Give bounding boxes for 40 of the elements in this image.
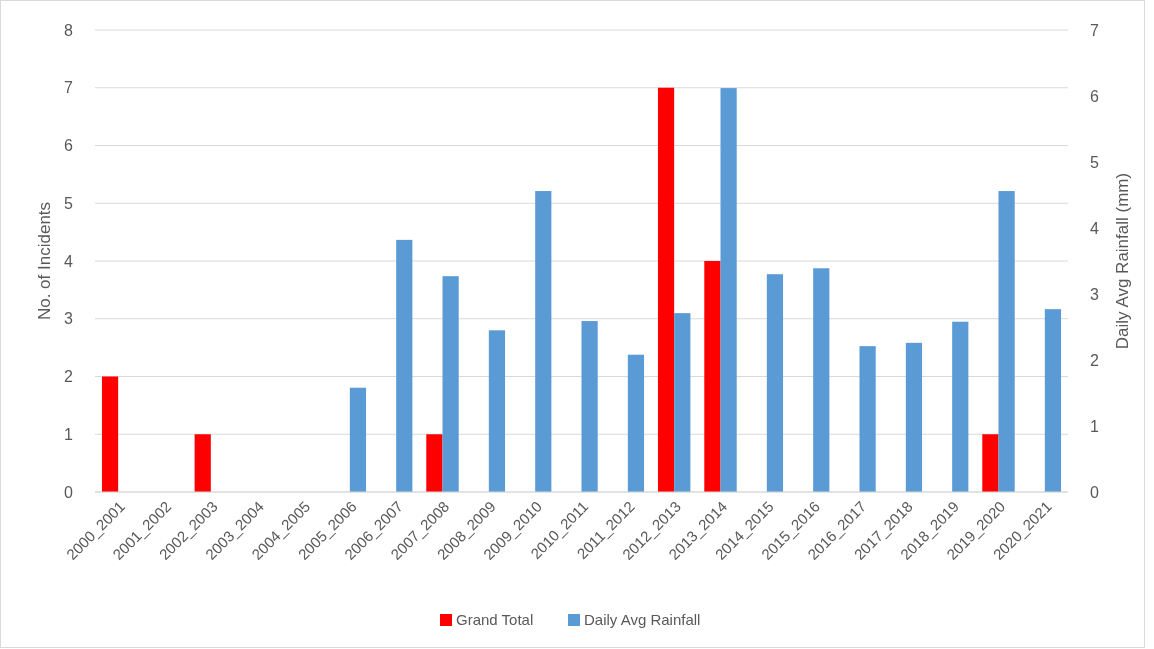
y2-tick-label: 3 xyxy=(1090,285,1099,303)
bar xyxy=(657,87,675,492)
y2-tick-label: 6 xyxy=(1090,87,1099,105)
bar xyxy=(426,434,443,492)
y2-tick-label: 4 xyxy=(1090,219,1099,237)
legend-label: Grand Total xyxy=(456,611,534,629)
bar xyxy=(396,239,413,492)
y-tick-label: 1 xyxy=(64,425,74,443)
y2-tick-label: 1 xyxy=(1090,417,1099,435)
bar xyxy=(905,342,923,492)
bar xyxy=(101,376,119,492)
bar xyxy=(982,434,999,492)
y-tick-label: 3 xyxy=(64,310,74,328)
y-tick-label: 5 xyxy=(64,194,74,212)
bar xyxy=(627,354,645,492)
y-tick-label: 7 xyxy=(64,79,74,97)
y-tick-label: 0 xyxy=(64,483,74,501)
y2-axis-title: Daily Avg Rainfall (mm) xyxy=(1113,172,1132,350)
bar xyxy=(194,434,211,492)
y-tick-label: 2 xyxy=(64,368,74,386)
y-tick-label: 8 xyxy=(64,21,74,39)
bar xyxy=(488,330,506,492)
y-axis-title: No. of Incidents xyxy=(35,201,54,321)
y2-tick-label: 0 xyxy=(1090,483,1099,501)
bar xyxy=(349,387,367,492)
legend-label: Daily Avg Rainfall xyxy=(584,611,701,629)
y2-tick-label: 5 xyxy=(1090,153,1099,171)
bar xyxy=(442,276,459,492)
y-tick-label: 6 xyxy=(64,137,74,155)
bar xyxy=(1044,309,1062,492)
bar xyxy=(813,268,830,492)
bar xyxy=(859,346,876,492)
y-tick-label: 4 xyxy=(64,252,74,270)
bar xyxy=(535,191,552,492)
bar xyxy=(766,274,784,492)
bar xyxy=(998,191,1015,492)
y2-tick-label: 7 xyxy=(1090,21,1099,39)
bar xyxy=(952,321,969,492)
y2-tick-label: 2 xyxy=(1090,351,1099,369)
bar xyxy=(581,321,598,492)
